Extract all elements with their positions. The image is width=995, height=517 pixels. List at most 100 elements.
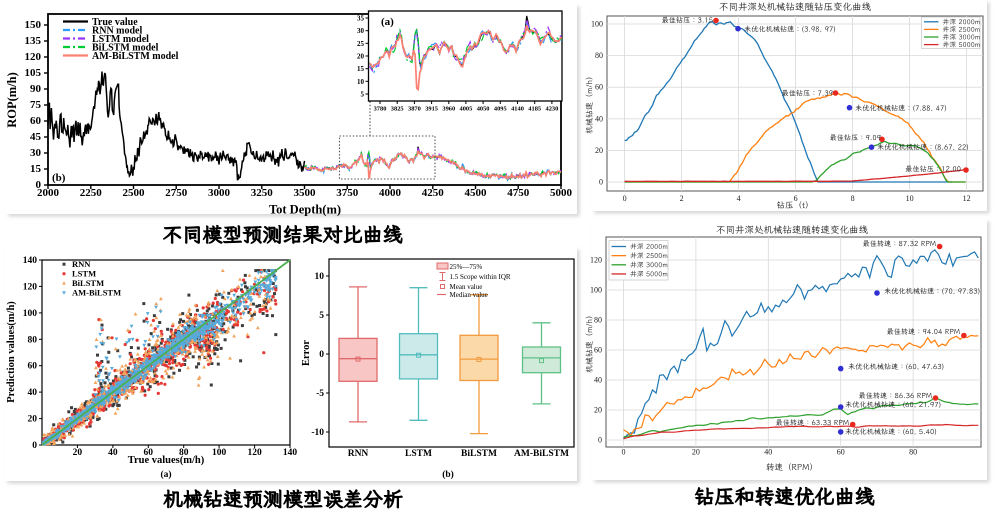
svg-text:120: 120: [590, 256, 602, 265]
svg-text:3825: 3825: [391, 106, 404, 113]
svg-text:100: 100: [591, 20, 603, 29]
svg-text:AM-BiLSTM: AM-BiLSTM: [514, 449, 569, 459]
svg-text:True values(m/h): True values(m/h): [128, 455, 205, 466]
svg-text:5: 5: [319, 311, 324, 321]
svg-text:5000: 5000: [550, 187, 573, 199]
svg-text:20: 20: [28, 415, 38, 425]
svg-text:(b): (b): [442, 469, 454, 480]
svg-text:2750: 2750: [165, 187, 188, 199]
svg-text:(a): (a): [160, 469, 171, 480]
svg-text:1.5 Scope within IQR: 1.5 Scope within IQR: [450, 273, 511, 281]
svg-text:12: 12: [963, 194, 971, 203]
svg-text:3870: 3870: [408, 106, 421, 113]
svg-text:4140: 4140: [511, 106, 524, 113]
svg-text:2000: 2000: [37, 187, 60, 199]
svg-text:30: 30: [30, 147, 42, 159]
svg-text:Median value: Median value: [450, 291, 488, 299]
svg-text:20: 20: [73, 448, 83, 458]
svg-text:2: 2: [680, 194, 684, 203]
svg-text:Tot Depth(m): Tot Depth(m): [269, 203, 341, 217]
svg-text:BiLSTM: BiLSTM: [72, 278, 104, 288]
svg-text:10: 10: [357, 78, 365, 86]
svg-text:Error: Error: [301, 340, 312, 366]
svg-text:LSTM model: LSTM model: [92, 34, 149, 45]
svg-text:15: 15: [357, 65, 365, 73]
svg-text:40: 40: [108, 448, 118, 458]
svg-text:40: 40: [594, 376, 602, 385]
svg-text:0: 0: [36, 179, 42, 191]
svg-text:20: 20: [357, 53, 365, 61]
svg-text:4750: 4750: [507, 187, 530, 199]
svg-text:30: 30: [357, 27, 365, 35]
svg-text:20: 20: [594, 406, 602, 415]
svg-text:120: 120: [247, 448, 262, 458]
svg-text:80: 80: [179, 448, 189, 458]
svg-text:True value: True value: [92, 17, 138, 28]
svg-text:45: 45: [30, 131, 42, 143]
svg-text:RNN model: RNN model: [92, 26, 142, 37]
svg-text:AM-BiLSTM: AM-BiLSTM: [72, 288, 121, 298]
svg-text:4: 4: [737, 194, 741, 203]
svg-text:15: 15: [30, 163, 42, 175]
svg-text:60: 60: [594, 346, 602, 355]
svg-text:AM-BiLSTM model: AM-BiLSTM model: [92, 51, 179, 62]
svg-text:10: 10: [906, 194, 914, 203]
svg-text:4230: 4230: [546, 106, 559, 113]
svg-text:60: 60: [837, 448, 845, 457]
svg-text:35: 35: [357, 15, 365, 23]
svg-text:6: 6: [794, 194, 798, 203]
svg-text:4250: 4250: [422, 187, 445, 199]
svg-text:-10: -10: [311, 428, 324, 438]
svg-text:80: 80: [28, 335, 38, 345]
svg-text:60: 60: [30, 115, 42, 127]
svg-text:3780: 3780: [374, 106, 387, 113]
svg-text:0: 0: [599, 178, 603, 187]
svg-text:2500: 2500: [123, 187, 146, 199]
svg-text:RNN: RNN: [72, 259, 91, 269]
svg-text:4095: 4095: [494, 106, 507, 113]
svg-text:LSTM: LSTM: [405, 449, 432, 459]
svg-text:60: 60: [144, 448, 154, 458]
svg-text:4000: 4000: [379, 187, 402, 199]
svg-text:3250: 3250: [251, 187, 274, 199]
svg-text:90: 90: [30, 83, 42, 95]
svg-text:2250: 2250: [80, 187, 103, 199]
svg-text:60: 60: [28, 362, 38, 372]
svg-text:0: 0: [32, 441, 37, 451]
svg-text:BiLSTM model: BiLSTM model: [92, 43, 159, 54]
svg-text:60: 60: [595, 83, 603, 92]
svg-text:140: 140: [283, 448, 298, 458]
svg-text:3500: 3500: [294, 187, 317, 199]
svg-text:20: 20: [595, 146, 603, 155]
svg-text:4500: 4500: [465, 187, 488, 199]
svg-text:(b): (b): [52, 172, 66, 184]
svg-text:0: 0: [598, 436, 602, 445]
svg-text:4005: 4005: [460, 106, 473, 113]
svg-text:3000: 3000: [208, 187, 231, 199]
svg-text:Prediction values(m/h): Prediction values(m/h): [6, 301, 17, 403]
svg-text:0: 0: [319, 350, 324, 360]
svg-text:5: 5: [361, 91, 365, 99]
svg-text:40: 40: [28, 388, 38, 398]
svg-text:3915: 3915: [425, 106, 438, 113]
svg-text:120: 120: [23, 282, 38, 292]
svg-text:(a): (a): [381, 16, 394, 28]
svg-text:-5: -5: [316, 389, 324, 399]
svg-text:80: 80: [594, 316, 602, 325]
svg-text:80: 80: [909, 448, 917, 457]
svg-text:100: 100: [212, 448, 227, 458]
svg-text:25: 25: [357, 40, 365, 48]
svg-text:4185: 4185: [528, 106, 541, 113]
svg-text:RNN: RNN: [348, 449, 369, 459]
svg-text:105: 105: [25, 67, 42, 79]
svg-text:25%—75%: 25%—75%: [450, 263, 483, 271]
svg-text:20: 20: [692, 448, 700, 457]
svg-text:135: 135: [25, 35, 42, 47]
svg-text:BiLSTM: BiLSTM: [461, 449, 497, 459]
svg-text:10: 10: [315, 272, 325, 282]
svg-text:0: 0: [623, 194, 627, 203]
svg-text:120: 120: [25, 51, 42, 63]
svg-text:40: 40: [764, 448, 772, 457]
svg-text:80: 80: [595, 51, 603, 60]
svg-text:Mean value: Mean value: [450, 283, 483, 291]
